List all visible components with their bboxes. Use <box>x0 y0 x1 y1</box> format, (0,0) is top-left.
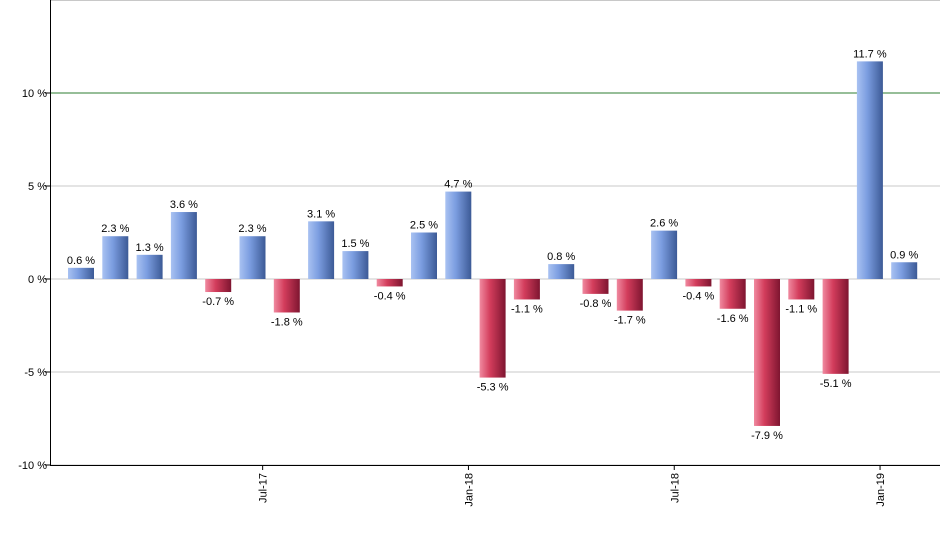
bar <box>445 191 472 279</box>
data-label: -0.7 % <box>202 296 234 308</box>
bar <box>342 251 369 279</box>
data-label: -1.8 % <box>271 316 303 328</box>
y-tick-label: 10 % <box>22 88 47 100</box>
bar <box>651 230 678 279</box>
bar <box>856 61 883 279</box>
x-tick-label: Jul-17 <box>258 473 270 503</box>
data-label: 3.6 % <box>170 199 198 211</box>
data-label: 3.1 % <box>307 208 335 220</box>
data-label: 4.7 % <box>444 179 472 191</box>
y-tick-label: -10 % <box>18 460 47 472</box>
bar <box>376 279 403 287</box>
bar <box>102 236 129 279</box>
data-label: -5.3 % <box>477 382 509 394</box>
bar <box>891 262 918 279</box>
bar <box>616 279 643 311</box>
bar <box>273 279 300 313</box>
y-tick-label: 5 % <box>28 181 47 193</box>
bar <box>685 279 712 287</box>
data-label: 0.9 % <box>890 249 918 261</box>
bar <box>513 279 540 300</box>
bar <box>68 267 94 279</box>
x-tick-label: Jan-19 <box>875 473 887 507</box>
bar <box>308 221 335 279</box>
data-label: 11.7 % <box>853 48 887 60</box>
data-label: 0.8 % <box>547 251 575 263</box>
data-label: -1.1 % <box>785 303 817 315</box>
data-label: 2.5 % <box>410 220 438 232</box>
data-label: 2.3 % <box>101 223 129 235</box>
data-label: -7.9 % <box>751 430 783 442</box>
data-label: -1.1 % <box>511 303 543 315</box>
data-label: 1.3 % <box>136 242 164 254</box>
bar <box>411 232 437 279</box>
data-label: -1.6 % <box>717 313 749 325</box>
data-label: 2.3 % <box>238 223 266 235</box>
data-label: -0.4 % <box>683 290 715 302</box>
bar <box>582 279 609 294</box>
y-tick-label: -5 % <box>24 367 47 379</box>
data-label: -0.4 % <box>374 290 406 302</box>
x-tick-label: Jan-18 <box>463 473 475 507</box>
bar <box>822 279 849 374</box>
bar <box>754 279 780 426</box>
data-labels: 0.6 % 2.3 % 1.3 % 3.6 % -0.7 % 2.3 % -1.8 % 3.1… <box>67 48 919 442</box>
bar <box>479 279 506 378</box>
bar <box>548 264 575 279</box>
y-tick-label: 0 % <box>28 274 47 286</box>
data-label: 0.6 % <box>67 255 95 267</box>
bar <box>205 279 232 293</box>
bars <box>68 61 918 426</box>
bar <box>170 212 197 279</box>
data-label: -0.8 % <box>580 298 612 310</box>
data-label: 1.5 % <box>341 238 369 250</box>
bar <box>719 279 746 309</box>
data-label: 2.6 % <box>650 218 678 230</box>
x-tick-label: Jul-18 <box>669 473 681 503</box>
axes: -10 % -5 % 0 % 5 % 10 % Jul-17 Jan-18 Jul-18 Jan… <box>18 0 940 507</box>
bar <box>788 279 815 300</box>
bar <box>239 236 266 279</box>
bar <box>136 254 163 279</box>
data-label: -1.7 % <box>614 315 646 327</box>
data-label: -5.1 % <box>820 378 852 390</box>
